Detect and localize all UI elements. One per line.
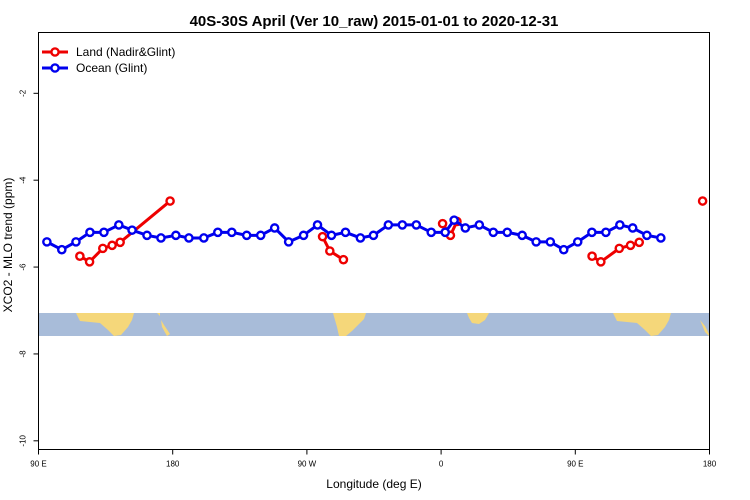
- series-1-point-18: [298, 230, 309, 241]
- series-1-point-38: [572, 237, 583, 247]
- series-1-point-13: [226, 227, 237, 238]
- series-1-point-12: [213, 227, 223, 238]
- series-1-point-11: [199, 233, 209, 243]
- series-1-point-36: [545, 237, 556, 247]
- series-1-point-25: [397, 220, 408, 230]
- map-land-south-america: [333, 313, 366, 336]
- series-1-point-43: [642, 230, 652, 241]
- y-tick-label-3: -8: [19, 350, 28, 358]
- series-1-point-21: [340, 227, 351, 238]
- x-tick-label-2: 90 W: [298, 460, 317, 469]
- series-1-point-23: [368, 230, 379, 241]
- series-0-point-1: [84, 257, 95, 267]
- series-0-point-13: [596, 257, 606, 267]
- legend: Land (Nadir&Glint) Ocean (Glint): [42, 45, 175, 75]
- series-0-point-5: [165, 196, 175, 206]
- series-1-point-28: [440, 227, 451, 238]
- series-0-point-6: [317, 231, 328, 242]
- series-0-point-7: [325, 246, 335, 256]
- series-1-point-22: [355, 233, 366, 243]
- series-1-point-1: [56, 244, 67, 255]
- series-1-point-16: [269, 223, 280, 233]
- series-0-point-2: [98, 243, 108, 254]
- y-axis-label: XCO2 - MLO trend (ppm): [1, 178, 15, 313]
- series-1-point-30: [460, 223, 471, 233]
- x-tick-label-5: 180: [703, 460, 717, 469]
- series-1-point-4: [99, 227, 109, 238]
- series-1-point-31: [474, 220, 485, 230]
- y-tick-label-4: -10: [19, 434, 28, 446]
- series-1-point-0: [42, 237, 52, 247]
- x-axis-label: Longitude (deg E): [326, 477, 421, 491]
- series-1-point-37: [558, 244, 569, 255]
- series-1-point-44: [656, 233, 666, 243]
- series-0-point-8: [338, 254, 349, 265]
- series-1-point-14: [241, 230, 252, 241]
- x-tick-label-1: 180: [166, 460, 180, 469]
- series-1-point-27: [426, 227, 437, 238]
- series-1-point-10: [184, 233, 194, 243]
- series-1-point-7: [142, 230, 152, 241]
- series-1-point-33: [502, 227, 513, 238]
- map-ocean: [39, 313, 709, 336]
- series-1-point-29: [449, 215, 459, 225]
- legend-ocean-marker: [50, 63, 60, 73]
- x-axis: 90 E 180 90 W 0 90 E 180: [30, 449, 717, 469]
- series-1-point-24: [383, 220, 394, 230]
- series-1-point-9: [171, 230, 181, 241]
- series-1-point-17: [283, 237, 294, 247]
- series-0-point-14: [614, 243, 625, 254]
- series-1-point-32: [488, 227, 499, 238]
- series-0-point-17: [697, 196, 708, 206]
- series-0-point-15: [625, 240, 636, 251]
- series-1-point-34: [517, 230, 527, 241]
- series-0-point-4: [115, 237, 125, 248]
- legend-land-marker: [50, 47, 60, 57]
- y-axis: -2 -4 -6 -8 -10: [19, 89, 39, 447]
- y-tick-label-2: -6: [19, 263, 28, 271]
- x-tick-label-4: 90 E: [567, 460, 583, 469]
- series-1-point-3: [85, 227, 95, 238]
- map-land-new-zealand: [161, 320, 170, 336]
- map-strip: [39, 313, 709, 336]
- series-1-point-20: [326, 230, 337, 241]
- x-tick-label-0: 90 E: [30, 460, 46, 469]
- series-1-point-8: [156, 233, 166, 243]
- y-tick-label-1: -4: [19, 176, 28, 184]
- series-1: [42, 215, 666, 255]
- series-0-point-0: [75, 251, 85, 262]
- y-tick-label-0: -2: [19, 89, 28, 97]
- map-land-australia-west: [76, 313, 134, 336]
- series-1-point-41: [615, 220, 625, 230]
- map-land-new-zealand-east: [700, 320, 709, 336]
- map-land-australia-east: [613, 313, 671, 336]
- x-tick-label-3: 0: [439, 460, 444, 469]
- plot-frame: [38, 32, 710, 450]
- map-land-south-africa: [467, 313, 489, 324]
- map-land-tasmania: [157, 313, 160, 316]
- series-1-point-39: [587, 227, 597, 238]
- chart-title: 40S-30S April (Ver 10_raw) 2015-01-01 to…: [190, 13, 559, 30]
- series-1-point-42: [627, 223, 638, 233]
- series-1-point-19: [312, 220, 323, 230]
- series-1-point-6: [127, 225, 137, 235]
- series-1-point-26: [411, 220, 422, 230]
- series-0-point-3: [107, 240, 117, 251]
- series-0: [75, 196, 708, 267]
- legend-ocean-label: Ocean (Glint): [76, 61, 147, 75]
- series-1-point-35: [531, 237, 541, 247]
- series-0-point-12: [587, 251, 597, 262]
- legend-land-label: Land (Nadir&Glint): [76, 45, 175, 59]
- series-1-point-15: [255, 230, 266, 241]
- series-layer: [42, 196, 708, 267]
- series-0-point-16: [634, 237, 645, 248]
- series-1-point-5: [114, 220, 124, 230]
- series-0-point-9: [437, 218, 448, 229]
- series-1-line-0: [46, 218, 662, 252]
- series-1-point-40: [601, 227, 611, 238]
- series-1-point-2: [71, 237, 81, 247]
